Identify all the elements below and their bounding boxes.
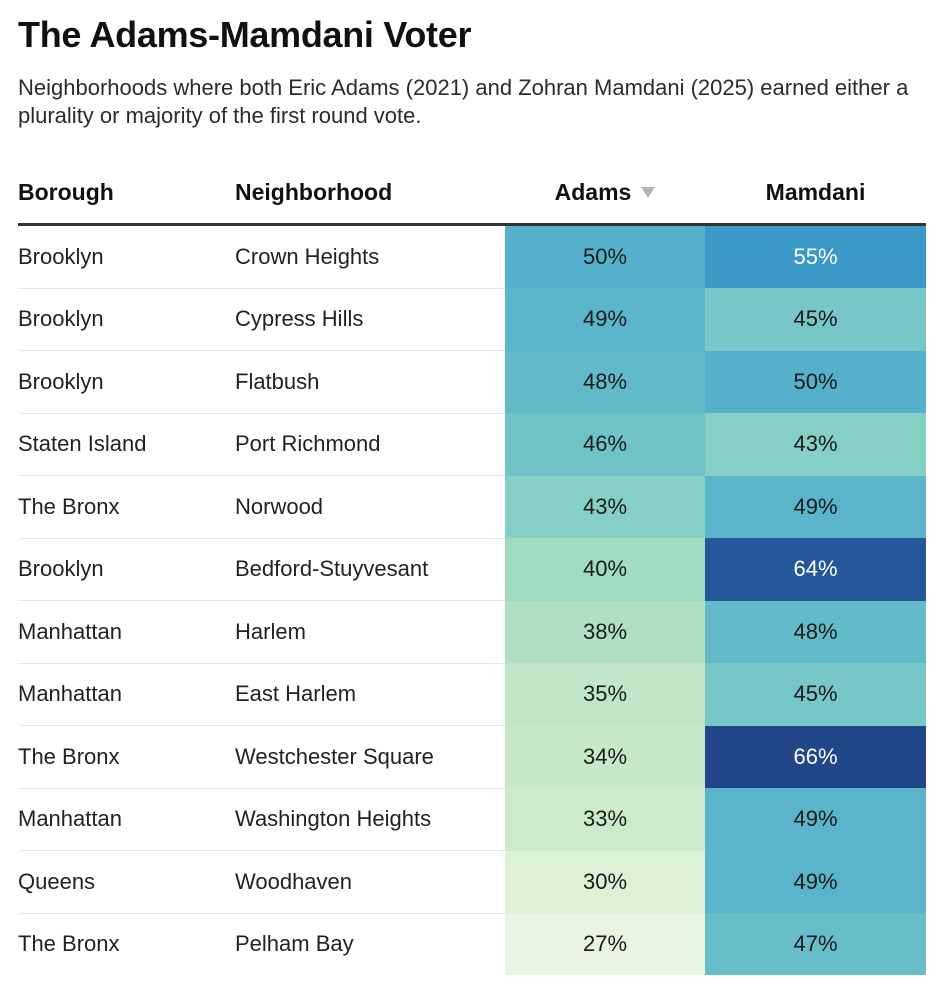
borough-cell: Manhattan — [18, 600, 235, 664]
adams-value-cell: 34% — [505, 725, 705, 788]
borough-cell: Brooklyn — [18, 288, 235, 351]
mamdani-value-cell: 45% — [705, 663, 926, 726]
mamdani-value-cell: 49% — [705, 850, 926, 913]
table-row: The Bronx Pelham Bay 27% 47% — [18, 913, 926, 975]
borough-cell: Brooklyn — [18, 350, 235, 414]
borough-cell: Brooklyn — [18, 538, 235, 601]
mamdani-value-cell: 47% — [705, 913, 926, 975]
neighborhood-cell: Cypress Hills — [235, 288, 505, 351]
adams-value-cell: 38% — [505, 600, 705, 663]
borough-cell: Queens — [18, 850, 235, 914]
neighborhood-cell: Westchester Square — [235, 725, 505, 789]
table-row: Manhattan Harlem 38% 48% — [18, 600, 926, 664]
neighborhood-cell: Port Richmond — [235, 413, 505, 476]
adams-value-cell: 50% — [505, 224, 705, 288]
table-row: Brooklyn Cypress Hills 49% 45% — [18, 288, 926, 351]
table-body: Brooklyn Crown Heights 50% 55% Brooklyn Cypre… — [18, 224, 926, 975]
neighborhood-cell: Bedford-Stuyvesant — [235, 538, 505, 601]
column-header-adams-label: Adams — [554, 179, 632, 205]
column-header-mamdani-label: Mamdani — [765, 179, 866, 205]
neighborhood-cell: Woodhaven — [235, 850, 505, 914]
table-row: Brooklyn Crown Heights 50% 55% — [18, 224, 926, 289]
table-row: Manhattan East Harlem 35% 45% — [18, 663, 926, 726]
borough-cell: Manhattan — [18, 663, 235, 726]
table-header-row: Borough Neighborhood Adams Mamdani — [18, 162, 926, 226]
neighborhood-cell: Norwood — [235, 475, 505, 539]
adams-value-cell: 35% — [505, 663, 705, 726]
chart-subtitle: Neighborhoods where both Eric Adams (202… — [18, 75, 909, 128]
neighborhood-cell: Pelham Bay — [235, 931, 354, 957]
adams-value-cell: 30% — [505, 850, 705, 913]
adams-value-cell: 40% — [505, 538, 705, 601]
mamdani-value-cell: 64% — [705, 538, 926, 601]
adams-value-cell: 48% — [505, 350, 705, 413]
mamdani-value-cell: 45% — [705, 288, 926, 351]
sort-descending-icon[interactable] — [641, 187, 656, 199]
borough-cell: Brooklyn — [18, 224, 235, 289]
column-header-adams[interactable]: Adams — [505, 162, 705, 226]
mamdani-value-cell: 48% — [705, 600, 926, 663]
mamdani-value-cell: 49% — [705, 788, 926, 851]
table-row: Brooklyn Flatbush 48% 50% — [18, 350, 926, 414]
neighborhood-cell: East Harlem — [235, 663, 505, 726]
borough-cell: Manhattan — [18, 788, 235, 851]
adams-value-cell: 27% — [505, 913, 705, 975]
adams-value-cell: 43% — [505, 475, 705, 538]
table-row: Manhattan Washington Heights 33% 49% — [18, 788, 926, 851]
column-header-borough[interactable]: Borough — [18, 162, 235, 226]
neighborhood-cell: Harlem — [235, 600, 505, 664]
mamdani-value-cell: 66% — [705, 725, 926, 788]
mamdani-value-cell: 43% — [705, 413, 926, 476]
table-row: The Bronx Norwood 43% 49% — [18, 475, 926, 539]
neighborhood-cell: Flatbush — [235, 350, 505, 414]
adams-value-cell: 49% — [505, 288, 705, 351]
table-row: The Bronx Westchester Square 34% 66% — [18, 725, 926, 789]
column-header-borough-label: Borough — [18, 179, 114, 205]
mamdani-value-cell: 55% — [705, 224, 926, 288]
column-header-neighborhood[interactable]: Neighborhood — [235, 162, 505, 226]
mamdani-value-cell: 50% — [705, 350, 926, 413]
table-row: Queens Woodhaven 30% 49% — [18, 850, 926, 914]
borough-cell: Staten Island — [18, 413, 235, 476]
results-table: Borough Neighborhood Adams Mamdani Brook… — [18, 162, 926, 975]
borough-cell: The Bronx — [18, 725, 235, 789]
table-row: Staten Island Port Richmond 46% 43% — [18, 413, 926, 476]
borough-cell: The Bronx — [18, 475, 235, 539]
adams-value-cell: 46% — [505, 413, 705, 476]
column-header-neighborhood-label: Neighborhood — [235, 179, 393, 205]
chart-title: The Adams-Mamdani Voter — [18, 14, 472, 55]
column-header-mamdani[interactable]: Mamdani — [705, 162, 926, 226]
table-row: Brooklyn Bedford-Stuyvesant 40% 64% — [18, 538, 926, 601]
neighborhood-cell: Crown Heights — [235, 224, 505, 289]
mamdani-value-cell: 49% — [705, 475, 926, 538]
adams-value-cell: 33% — [505, 788, 705, 851]
borough-cell: The Bronx — [18, 931, 120, 957]
neighborhood-cell: Washington Heights — [235, 788, 505, 851]
